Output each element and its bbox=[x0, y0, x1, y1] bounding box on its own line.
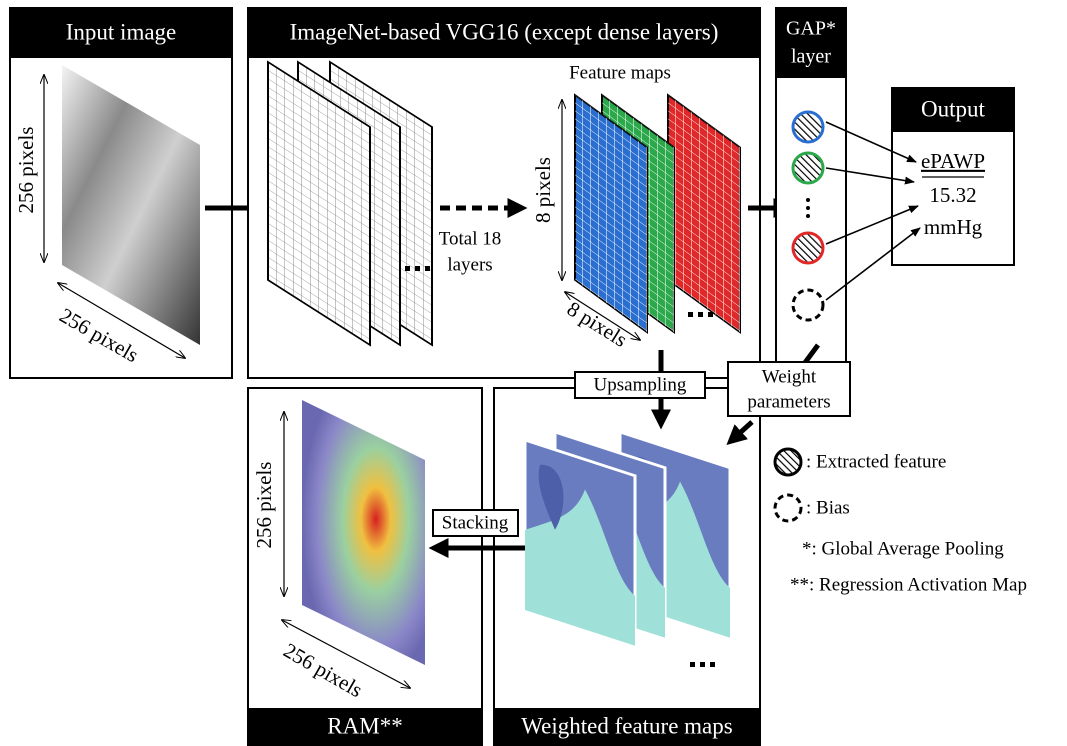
label-box bbox=[574, 371, 706, 399]
input-panel: Input image 256 pixels 256 pixels bbox=[9, 7, 233, 379]
panel-title: ImageNet-based VGG16 (except dense layer… bbox=[290, 19, 719, 44]
feature-grid bbox=[575, 95, 647, 333]
gap-panel: GAP* layer bbox=[775, 7, 847, 379]
flow-line bbox=[801, 343, 821, 366]
legend-text: : Extracted feature bbox=[806, 451, 946, 472]
legend-text: **: Regression Activation Map bbox=[790, 574, 1027, 595]
panel-title: RAM** bbox=[327, 713, 402, 738]
ellipsis-dot bbox=[710, 662, 715, 667]
conv-layer bbox=[267, 60, 371, 347]
output-unit: mmHg bbox=[924, 215, 983, 239]
weight-arrow bbox=[825, 205, 919, 245]
gap-node bbox=[791, 151, 825, 185]
bias-node bbox=[791, 288, 825, 322]
layers-label: layers bbox=[447, 254, 492, 275]
ellipsis-dot bbox=[806, 206, 810, 210]
weighted-map bbox=[523, 438, 637, 648]
label-box bbox=[727, 361, 851, 417]
weight-arrow bbox=[825, 121, 917, 163]
dimension-arrow bbox=[565, 292, 640, 340]
ellipsis-dot bbox=[688, 312, 693, 317]
legend: : Extracted feature : Bias *: Global Ave… bbox=[773, 447, 1027, 595]
header-bar bbox=[248, 8, 760, 58]
dimension-label: 8 pixels bbox=[531, 157, 555, 223]
legend-text: *: Global Average Pooling bbox=[802, 538, 1004, 559]
legend-symbol bbox=[773, 447, 803, 477]
stacking-label: Stacking bbox=[442, 512, 509, 533]
panel-title: layer bbox=[791, 46, 831, 68]
output-name: ePAWP bbox=[921, 149, 985, 173]
ellipsis-dot bbox=[690, 662, 695, 667]
ellipsis-dot bbox=[806, 198, 810, 202]
feature-maps-label: Feature maps bbox=[569, 62, 671, 83]
output-panel: Output ePAWP 15.32 mmHg bbox=[891, 87, 1015, 266]
map-region bbox=[538, 464, 564, 530]
gap-node bbox=[791, 110, 825, 144]
map-region bbox=[525, 489, 635, 646]
panel-title: Output bbox=[921, 96, 986, 121]
gap-node bbox=[791, 231, 825, 265]
weight-arrow bbox=[825, 227, 921, 301]
footer-bar bbox=[248, 708, 482, 746]
weighted-panel: Weighted feature maps bbox=[493, 387, 761, 746]
panel-title: Input image bbox=[66, 19, 177, 44]
ram-image bbox=[302, 400, 425, 665]
ellipsis-dot bbox=[700, 662, 705, 667]
ellipsis-dot bbox=[405, 266, 410, 271]
xray-image bbox=[62, 65, 200, 345]
vgg-panel: ImageNet-based VGG16 (except dense layer… bbox=[247, 7, 794, 379]
footer-bar bbox=[494, 708, 760, 746]
feature-grid bbox=[668, 95, 740, 333]
header-bar bbox=[776, 8, 846, 78]
panel-title: Weighted feature maps bbox=[521, 713, 732, 738]
ellipsis-dot bbox=[708, 312, 713, 317]
legend-text: : Bias bbox=[806, 497, 850, 518]
legend-symbol bbox=[773, 493, 803, 523]
dimension-arrow bbox=[282, 620, 410, 688]
ellipsis-dot bbox=[698, 312, 703, 317]
ellipsis-dot bbox=[806, 214, 810, 218]
output-value: 15.32 bbox=[929, 183, 976, 207]
ellipsis-dot bbox=[425, 266, 430, 271]
dimension-arrow bbox=[58, 283, 185, 358]
panel-title: GAP* bbox=[786, 18, 836, 40]
ellipsis-dot bbox=[415, 266, 420, 271]
dimension-label: 256 pixels bbox=[14, 127, 38, 214]
dimension-label: 256 pixels bbox=[252, 462, 276, 549]
upsampling-label: Upsampling bbox=[594, 374, 687, 395]
ram-panel: RAM** 256 pixels 256 pixels bbox=[247, 387, 483, 746]
header-bar bbox=[10, 8, 232, 58]
label-box bbox=[432, 509, 519, 537]
weight-label: parameters bbox=[747, 391, 830, 412]
weight-arrow bbox=[825, 167, 915, 185]
header-bar bbox=[892, 88, 1014, 132]
flow-arrow bbox=[726, 420, 754, 446]
weight-label: Weight bbox=[762, 366, 817, 387]
layers-label: Total 18 bbox=[439, 228, 502, 249]
